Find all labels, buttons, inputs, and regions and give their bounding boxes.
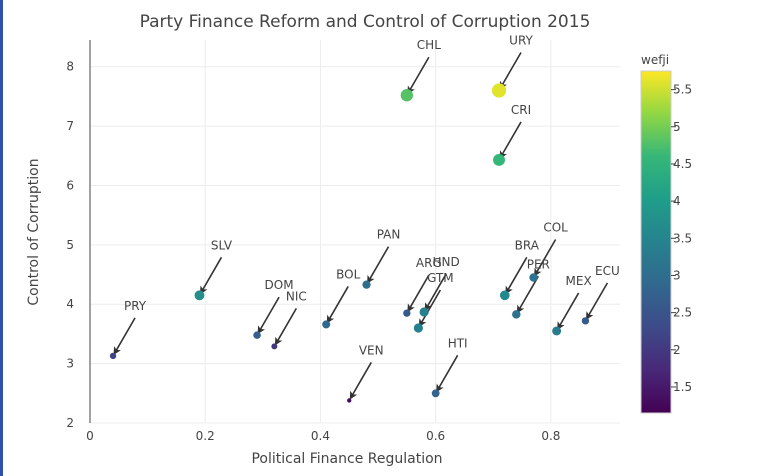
annotation-arrow bbox=[274, 307, 298, 346]
y-tick-label: 4 bbox=[66, 297, 74, 311]
point-label: PRY bbox=[124, 299, 147, 313]
y-tick-labels: 2 3 4 5 6 7 8 bbox=[66, 60, 74, 430]
annotation-arrow bbox=[499, 121, 522, 160]
data-point[interactable] bbox=[491, 83, 507, 98]
annotation-arrow bbox=[418, 289, 442, 328]
point-label: PER bbox=[527, 257, 550, 271]
data-point[interactable] bbox=[413, 323, 423, 333]
annotation-arrow bbox=[407, 56, 430, 95]
annotation-arrow bbox=[113, 317, 136, 356]
y-tick-label: 8 bbox=[66, 60, 74, 74]
colorbar-tick-label: 4 bbox=[673, 194, 681, 208]
colorbar-tick-label: 3.5 bbox=[673, 231, 692, 245]
colorbar-tick-label: 5.5 bbox=[673, 83, 692, 97]
grid-lines bbox=[90, 40, 620, 424]
point-label: VEN bbox=[359, 343, 384, 357]
x-tick-label: 0.4 bbox=[311, 429, 330, 443]
point-label: SLV bbox=[211, 238, 233, 252]
annotation-arrow bbox=[557, 292, 580, 331]
colorbar-ticks: 1.5 2 2.5 3 3.5 4 4.5 5 5.5 bbox=[671, 83, 692, 394]
colorbar-tick-label: 3 bbox=[673, 268, 681, 282]
x-tick-labels: 0 0.2 0.4 0.6 0.8 bbox=[86, 429, 560, 443]
annotation-arrow bbox=[257, 296, 280, 335]
point-label: NIC bbox=[286, 289, 307, 303]
data-point[interactable] bbox=[362, 280, 371, 289]
annotation-arrow bbox=[436, 354, 459, 393]
y-tick-label: 2 bbox=[66, 416, 74, 430]
point-label: GTM bbox=[427, 271, 454, 285]
data-point[interactable] bbox=[581, 317, 590, 325]
point-label: COL bbox=[543, 221, 568, 235]
annotation-arrow bbox=[585, 282, 609, 321]
annotation-arrow bbox=[199, 256, 223, 295]
colorbar-tick-label: 2.5 bbox=[673, 306, 692, 320]
annotation-arrow bbox=[326, 286, 349, 324]
annotation-arrow bbox=[505, 256, 528, 295]
data-point[interactable] bbox=[529, 273, 538, 282]
annotation-arrow bbox=[424, 273, 447, 312]
data-point[interactable] bbox=[552, 326, 562, 336]
point-label: ARG bbox=[416, 256, 442, 270]
chart-title: Party Finance Reform and Control of Corr… bbox=[140, 12, 591, 32]
data-point[interactable] bbox=[347, 398, 352, 403]
x-tick-label: 0.2 bbox=[196, 429, 215, 443]
y-tick-label: 5 bbox=[66, 238, 74, 252]
point-label: CRI bbox=[511, 103, 531, 117]
data-point[interactable] bbox=[419, 307, 429, 317]
data-points bbox=[109, 83, 590, 403]
data-point[interactable] bbox=[512, 310, 521, 319]
annotation-arrow bbox=[367, 246, 390, 284]
y-tick-label: 3 bbox=[66, 357, 74, 371]
data-point[interactable] bbox=[109, 352, 117, 360]
y-tick-label: 7 bbox=[66, 119, 74, 133]
point-label: PAN bbox=[377, 228, 401, 242]
point-label: HND bbox=[433, 255, 460, 269]
annotation-arrow bbox=[499, 52, 522, 90]
point-label: HTI bbox=[448, 336, 468, 350]
annotation-arrow bbox=[516, 275, 539, 314]
x-axis-label: Political Finance Regulation bbox=[251, 451, 442, 467]
data-point[interactable] bbox=[194, 290, 205, 301]
x-tick-label: 0.6 bbox=[426, 429, 445, 443]
data-point[interactable] bbox=[431, 389, 440, 398]
x-tick-label: 0.8 bbox=[541, 429, 560, 443]
colorbar-title: wefji bbox=[641, 53, 669, 67]
point-label: BRA bbox=[515, 238, 540, 252]
y-tick-label: 6 bbox=[66, 178, 74, 192]
colorbar-tick-label: 2 bbox=[673, 343, 681, 357]
colorbar-tick-label: 4.5 bbox=[673, 157, 692, 171]
point-label: MEX bbox=[566, 274, 592, 288]
annotation-arrows bbox=[113, 52, 609, 400]
annotation-arrow bbox=[534, 239, 557, 277]
point-label: ECU bbox=[595, 264, 620, 278]
data-point[interactable] bbox=[322, 320, 331, 329]
data-point[interactable] bbox=[493, 153, 505, 166]
data-point[interactable] bbox=[400, 89, 414, 102]
y-axis-label: Control of Corruption bbox=[26, 158, 42, 305]
colorbar bbox=[640, 70, 672, 414]
point-label: DOM bbox=[265, 278, 294, 292]
data-point[interactable] bbox=[403, 309, 411, 317]
colorbar-tick-label: 5 bbox=[673, 120, 681, 134]
x-tick-label: 0 bbox=[86, 429, 94, 443]
point-label: CHL bbox=[417, 38, 441, 52]
data-point[interactable] bbox=[271, 343, 278, 350]
annotation-arrow bbox=[407, 274, 430, 313]
data-point[interactable] bbox=[253, 331, 261, 339]
data-point[interactable] bbox=[499, 290, 510, 301]
point-label: BOL bbox=[336, 267, 360, 281]
left-edge-strip bbox=[0, 0, 3, 476]
colorbar-tick-label: 1.5 bbox=[673, 380, 692, 394]
point-label: URY bbox=[509, 33, 533, 47]
annotation-arrow bbox=[349, 362, 372, 400]
